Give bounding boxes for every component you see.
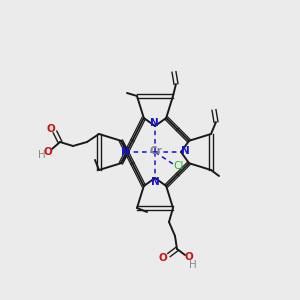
Text: O: O (159, 253, 167, 263)
Text: H: H (189, 260, 197, 270)
Text: O: O (44, 147, 52, 157)
Text: N: N (121, 147, 129, 157)
Text: O: O (184, 252, 194, 262)
Text: O: O (46, 124, 56, 134)
Text: N: N (150, 118, 158, 128)
Text: Cl: Cl (174, 161, 184, 171)
Text: H: H (38, 150, 46, 160)
Text: Cr: Cr (150, 146, 162, 156)
Text: N: N (151, 177, 159, 187)
Text: N: N (181, 146, 189, 156)
